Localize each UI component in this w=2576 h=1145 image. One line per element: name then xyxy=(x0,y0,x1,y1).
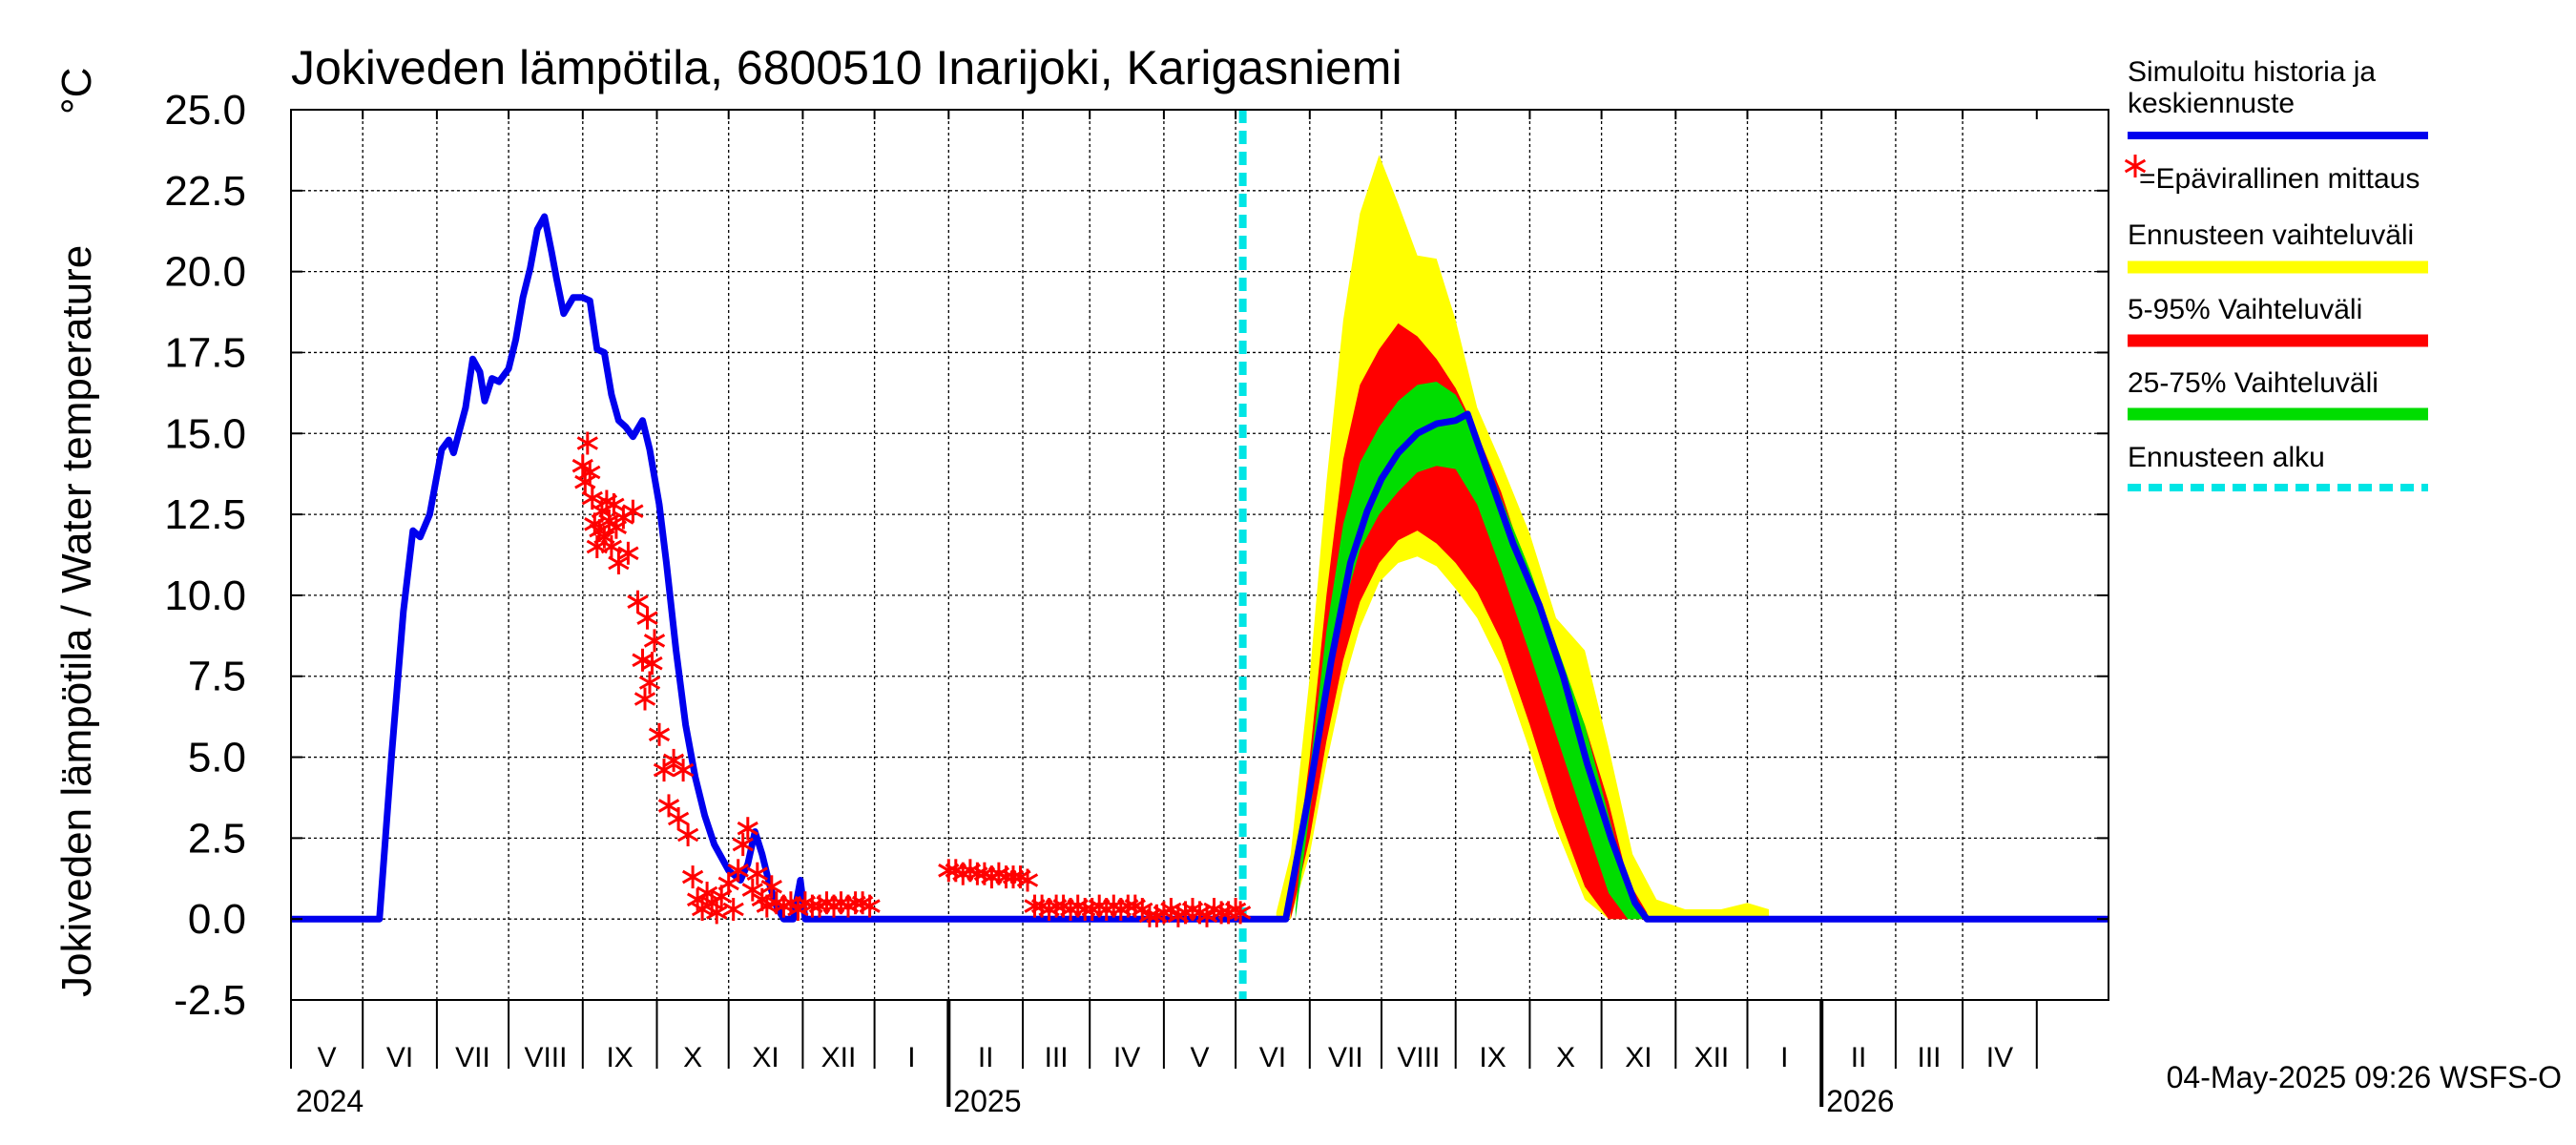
x-month-label: VII xyxy=(1328,1042,1363,1073)
series-layer xyxy=(291,213,2109,923)
measurement-marker xyxy=(667,807,690,830)
measurement-marker xyxy=(579,461,601,484)
y-axis-label: Jokiveden lämpötila / Water temperature xyxy=(53,245,100,997)
measurement-marker xyxy=(622,499,644,523)
measurement-marker xyxy=(722,898,744,921)
y-tick-label: 0.0 xyxy=(188,896,246,943)
x-month-label: III xyxy=(1045,1042,1069,1073)
x-year-label: 2025 xyxy=(953,1084,1021,1118)
measurement-marker xyxy=(576,431,598,455)
measurement-marker xyxy=(746,862,768,885)
measurement-marker xyxy=(737,817,758,841)
measurement-marker xyxy=(600,535,623,558)
measurement-marker xyxy=(732,833,754,857)
y-tick-label: 7.5 xyxy=(188,654,246,700)
x-month-label: XII xyxy=(1694,1042,1730,1073)
y-axis-unit: °C xyxy=(53,68,100,114)
measurement-markers xyxy=(571,431,1252,927)
x-month-label: V xyxy=(1190,1042,1209,1073)
x-month-label: VIII xyxy=(1397,1042,1440,1073)
x-month-label: XI xyxy=(1625,1042,1652,1073)
measurement-marker xyxy=(1016,868,1039,892)
measurement-marker xyxy=(608,552,630,574)
forecast-bands xyxy=(1276,155,1770,920)
x-month-label: VIII xyxy=(524,1042,567,1073)
band-25-75 xyxy=(1295,382,1643,920)
y-tick-label: 10.0 xyxy=(164,572,246,619)
y-tick-label: 17.5 xyxy=(164,329,246,376)
x-month-label: IX xyxy=(606,1042,633,1073)
x-month-label: I xyxy=(1780,1042,1788,1073)
measurement-marker xyxy=(706,901,728,925)
measurement-marker xyxy=(641,652,663,676)
x-month-label: IV xyxy=(1986,1042,2013,1073)
legend-label-simulated-2: keskiennuste xyxy=(2128,88,2295,119)
y-tick-label: 20.0 xyxy=(164,249,246,296)
x-axis: V VI VII VIII IX X XI XII I II III IV V VI VII VIII IX X X… xyxy=(290,110,2038,1118)
y-tick-label: -2.5 xyxy=(174,977,246,1024)
y-tick-label: 5.0 xyxy=(188,735,246,781)
measurement-marker xyxy=(662,748,685,772)
y-tick-label: 12.5 xyxy=(164,491,246,538)
measurement-marker xyxy=(727,859,749,883)
measurement-marker xyxy=(636,606,658,630)
measurement-marker xyxy=(676,823,699,846)
x-month-label: VI xyxy=(386,1042,413,1073)
x-month-label: XI xyxy=(752,1042,779,1073)
footer-timestamp: 04-May-2025 09:26 WSFS-O xyxy=(2167,1060,2562,1094)
x-month-label: III xyxy=(1917,1042,1941,1073)
x-year-label: 2026 xyxy=(1826,1084,1894,1118)
measurement-marker xyxy=(859,894,881,918)
chart-title: Jokiveden lämpötila, 6800510 Inarijoki, … xyxy=(291,41,1402,94)
legend-label-5-95: 5-95% Vaihteluväli xyxy=(2128,294,2362,325)
measurement-marker xyxy=(638,671,661,695)
measurement-marker xyxy=(672,759,695,782)
x-month-label: I xyxy=(907,1042,915,1073)
x-month-label: IV xyxy=(1113,1042,1140,1073)
legend-label-forecast-range: Ennusteen vaihteluväli xyxy=(2128,219,2414,251)
x-month-label: II xyxy=(978,1042,994,1073)
y-ticks: 25.0 22.5 20.0 17.5 15.0 12.5 10.0 7.5 5.0 2.5 0.0… xyxy=(164,87,2109,1024)
x-month-label: VII xyxy=(455,1042,490,1073)
measurement-marker xyxy=(648,722,671,746)
measurement-marker xyxy=(653,759,675,782)
measurement-marker xyxy=(741,878,763,902)
measurement-marker xyxy=(681,865,704,889)
x-month-label: XII xyxy=(821,1042,857,1073)
measurement-marker xyxy=(760,875,782,899)
measurement-marker xyxy=(627,590,649,614)
measurement-marker xyxy=(1229,901,1252,925)
x-month-label: VI xyxy=(1259,1042,1286,1073)
x-month-label: V xyxy=(318,1042,337,1073)
legend-label-25-75: 25-75% Vaihteluväli xyxy=(2128,367,2379,399)
y-tick-label: 22.5 xyxy=(164,168,246,215)
grid xyxy=(291,110,2109,1000)
y-tick-label: 15.0 xyxy=(164,410,246,457)
y-tick-label: 25.0 xyxy=(164,87,246,134)
legend-label-simulated: Simuloitu historia ja xyxy=(2128,56,2376,88)
plot-frame xyxy=(290,109,2109,1001)
measurement-marker xyxy=(617,541,639,565)
measurement-marker xyxy=(643,629,666,653)
x-month-label: IX xyxy=(1479,1042,1506,1073)
simulated-series-line xyxy=(291,213,2109,923)
y-tick-label: 2.5 xyxy=(188,815,246,862)
x-year-label: 2024 xyxy=(296,1084,364,1118)
x-month-label: II xyxy=(1851,1042,1867,1073)
x-month-label: X xyxy=(683,1042,702,1073)
x-month-label: X xyxy=(1556,1042,1575,1073)
legend-swatch-marker xyxy=(2124,155,2147,177)
legend-label-marker: =Epävirallinen mittaus xyxy=(2139,163,2420,195)
measurement-marker xyxy=(634,687,656,711)
legend-label-forecast-start: Ennusteen alku xyxy=(2128,442,2325,473)
